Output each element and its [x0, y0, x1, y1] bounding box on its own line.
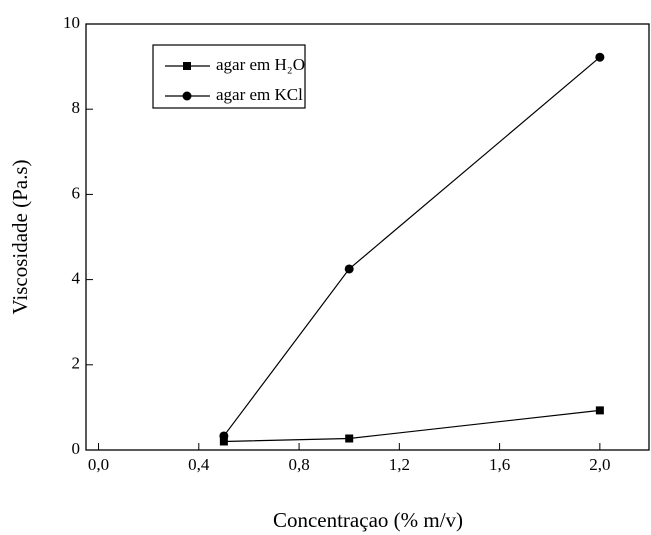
- data-point: [219, 431, 229, 441]
- y-axis-title: Viscosidade (Pa.s): [8, 159, 32, 314]
- legend-box: [152, 44, 306, 109]
- data-point: [345, 434, 354, 443]
- y-tick-label: 8: [72, 98, 81, 117]
- series-line: [223, 409, 600, 443]
- x-axis-title: Concentraçao (% m/v): [273, 508, 463, 532]
- plot-frame: [85, 23, 650, 451]
- legend-label: agar em KCl: [216, 85, 303, 104]
- y-tick-label: 2: [72, 354, 81, 373]
- y-tick-label: 4: [72, 269, 81, 288]
- data-point: [595, 52, 605, 62]
- data-point: [219, 437, 228, 446]
- legend-marker: [183, 62, 191, 70]
- x-tick-label: 2,0: [589, 455, 610, 474]
- series-line: [223, 56, 601, 437]
- y-tick-label: 0: [72, 439, 81, 458]
- y-tick-label: 10: [63, 13, 80, 32]
- legend-marker: [182, 91, 192, 101]
- x-tick-label: 1,2: [389, 455, 410, 474]
- x-tick-label: 0,0: [88, 455, 109, 474]
- data-point: [595, 406, 604, 415]
- data-point: [344, 264, 354, 274]
- x-tick-label: 0,8: [288, 455, 309, 474]
- y-tick-label: 6: [72, 183, 81, 202]
- legend-label: agar em H₂O: [216, 55, 305, 74]
- x-tick-label: 0,4: [188, 455, 210, 474]
- x-tick-label: 1,6: [489, 455, 510, 474]
